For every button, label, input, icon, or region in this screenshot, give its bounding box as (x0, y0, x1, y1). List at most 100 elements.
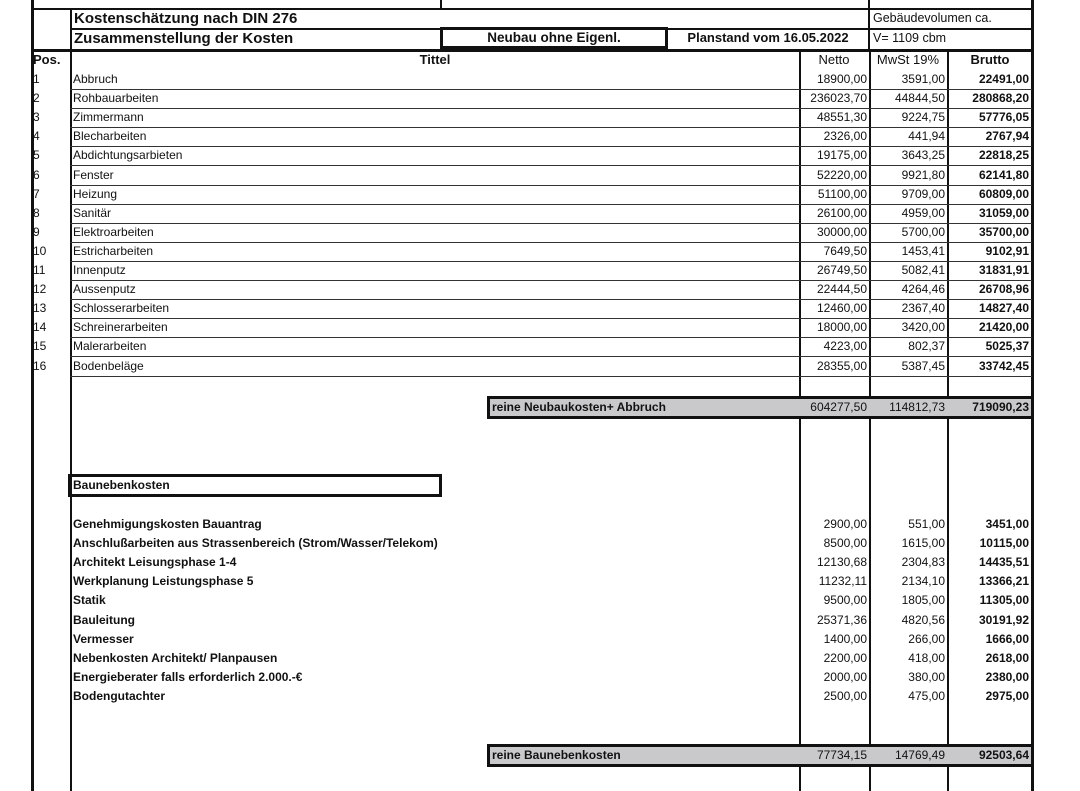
item-brutto: 22491,00 (978, 72, 1029, 86)
side-cost-mwst: 475,00 (908, 688, 945, 703)
netto-column-border (799, 50, 801, 791)
row-divider (70, 299, 1032, 301)
item-brutto: 33742,45 (978, 358, 1029, 373)
column-header-pos: Pos. (33, 52, 61, 67)
row-divider (70, 356, 1032, 358)
row-divider (70, 280, 1032, 281)
item-title: Sanitär (73, 205, 112, 220)
mwst-column-border (869, 50, 871, 791)
side-cost-brutto: 2975,00 (985, 688, 1029, 703)
item-brutto: 14827,40 (978, 301, 1029, 316)
row-divider (70, 241, 1032, 243)
side-cost-netto: 1400,00 (823, 631, 867, 646)
item-netto: 26100,00 (816, 205, 867, 220)
item-brutto: 2767,94 (985, 129, 1029, 144)
document-title: Kostenschätzung nach DIN 276 (74, 10, 298, 27)
item-netto: 12460,00 (816, 301, 867, 316)
item-pos: 10 (33, 243, 47, 258)
row-divider (70, 337, 1032, 339)
side-cost-brutto: 13366,21 (978, 574, 1029, 589)
side-costs-total-row (487, 744, 1034, 767)
item-netto: 236023,70 (810, 91, 867, 106)
side-cost-netto: 25371,36 (816, 612, 867, 627)
left-border (31, 0, 34, 791)
subtotal-building-row (487, 396, 1034, 419)
row-divider (70, 184, 1032, 186)
item-brutto: 62141,80 (978, 167, 1029, 182)
row-divider (70, 260, 1032, 262)
item-title: Abdichtungsarbieten (73, 148, 183, 163)
item-pos: 5 (33, 148, 40, 163)
row-divider (70, 108, 1032, 110)
item-mwst: 3591,00 (901, 72, 945, 86)
side-cost-title: Statik (73, 593, 106, 608)
side-cost-brutto: 10115,00 (979, 536, 1029, 551)
side-cost-mwst: 551,00 (908, 517, 945, 531)
row-divider (70, 375, 1032, 377)
item-netto: 52220,00 (816, 167, 867, 182)
item-title: Estricharbeiten (73, 243, 154, 258)
side-cost-netto: 2200,00 (823, 650, 867, 665)
item-netto: 30000,00 (816, 224, 867, 239)
side-cost-title: Anschlußarbeiten aus Strassenbereich (St… (73, 536, 438, 551)
side-cost-brutto: 30191,92 (978, 612, 1029, 627)
item-pos: 13 (33, 301, 47, 316)
side-cost-netto: 8500,00 (823, 536, 867, 551)
side-cost-netto: 2500,00 (823, 688, 867, 703)
subtotal-building-label: reine Neubaukosten+ Abbruch (492, 400, 666, 414)
side-cost-netto: 12130,68 (816, 555, 867, 570)
item-netto: 18900,00 (816, 72, 867, 86)
item-title: Schlosserarbeiten (73, 301, 170, 316)
pos-column-border (70, 10, 72, 791)
item-netto: 51100,00 (817, 186, 867, 201)
side-cost-brutto: 14435,51 (978, 555, 1029, 570)
item-mwst: 44844,50 (894, 91, 945, 106)
side-cost-title: Genehmigungskosten Bauantrag (73, 517, 262, 531)
side-cost-mwst: 418,00 (908, 650, 945, 665)
item-netto: 4223,00 (823, 339, 867, 354)
side-cost-netto: 2000,00 (823, 669, 867, 684)
planstand-label: Planstand vom 16.05.2022 (687, 30, 849, 45)
row-divider (70, 222, 1032, 224)
item-mwst: 4959,00 (901, 205, 945, 220)
row-divider (70, 146, 1032, 148)
item-title: Elektroarbeiten (73, 224, 154, 239)
item-pos: 9 (33, 224, 40, 239)
side-cost-netto: 2900,00 (823, 517, 867, 531)
subtotal-building-netto: 604277,50 (810, 400, 867, 414)
item-title: Abbruch (73, 72, 118, 86)
side-cost-title: Bodengutachter (73, 688, 166, 703)
side-cost-title: Werkplanung Leistungsphase 5 (73, 574, 254, 589)
row-divider (70, 165, 1032, 167)
side-cost-title: Vermesser (73, 631, 134, 646)
divider (70, 28, 1032, 30)
item-title: Fenster (73, 167, 114, 182)
item-brutto: 21420,00 (978, 320, 1029, 335)
item-brutto: 31059,00 (978, 205, 1029, 220)
row-divider (70, 127, 1032, 129)
item-title: Heizung (73, 186, 118, 201)
volume-value: V= 1109 cbm (873, 31, 947, 45)
document-subtitle: Zusammenstellung der Kosten (74, 30, 294, 47)
item-brutto: 35700,00 (978, 224, 1029, 239)
subtotal-building-mwst: 114812,73 (889, 400, 945, 414)
item-title: Malerarbeiten (73, 339, 147, 354)
side-costs-total-brutto: 92503,64 (978, 748, 1029, 762)
item-mwst: 3420,00 (901, 320, 945, 335)
side-costs-heading-box (68, 474, 442, 497)
side-cost-mwst: 2304,83 (901, 555, 945, 570)
item-mwst: 441,94 (908, 129, 945, 144)
item-netto: 26749,50 (816, 263, 867, 277)
item-netto: 48551,30 (816, 110, 867, 125)
item-brutto: 22818,25 (978, 148, 1029, 163)
side-costs-heading: Baunebenkosten (73, 478, 170, 492)
side-cost-netto: 9500,00 (823, 593, 867, 608)
item-mwst: 9921,80 (901, 167, 945, 182)
column-header-mwst: MwSt 19% (876, 52, 940, 67)
item-title: Schreinerarbeiten (73, 320, 168, 335)
item-pos: 14 (33, 320, 47, 335)
row-divider (70, 89, 1032, 90)
item-pos: 15 (33, 339, 47, 354)
row-divider (70, 203, 1032, 205)
item-title: Zimmermann (73, 110, 144, 125)
